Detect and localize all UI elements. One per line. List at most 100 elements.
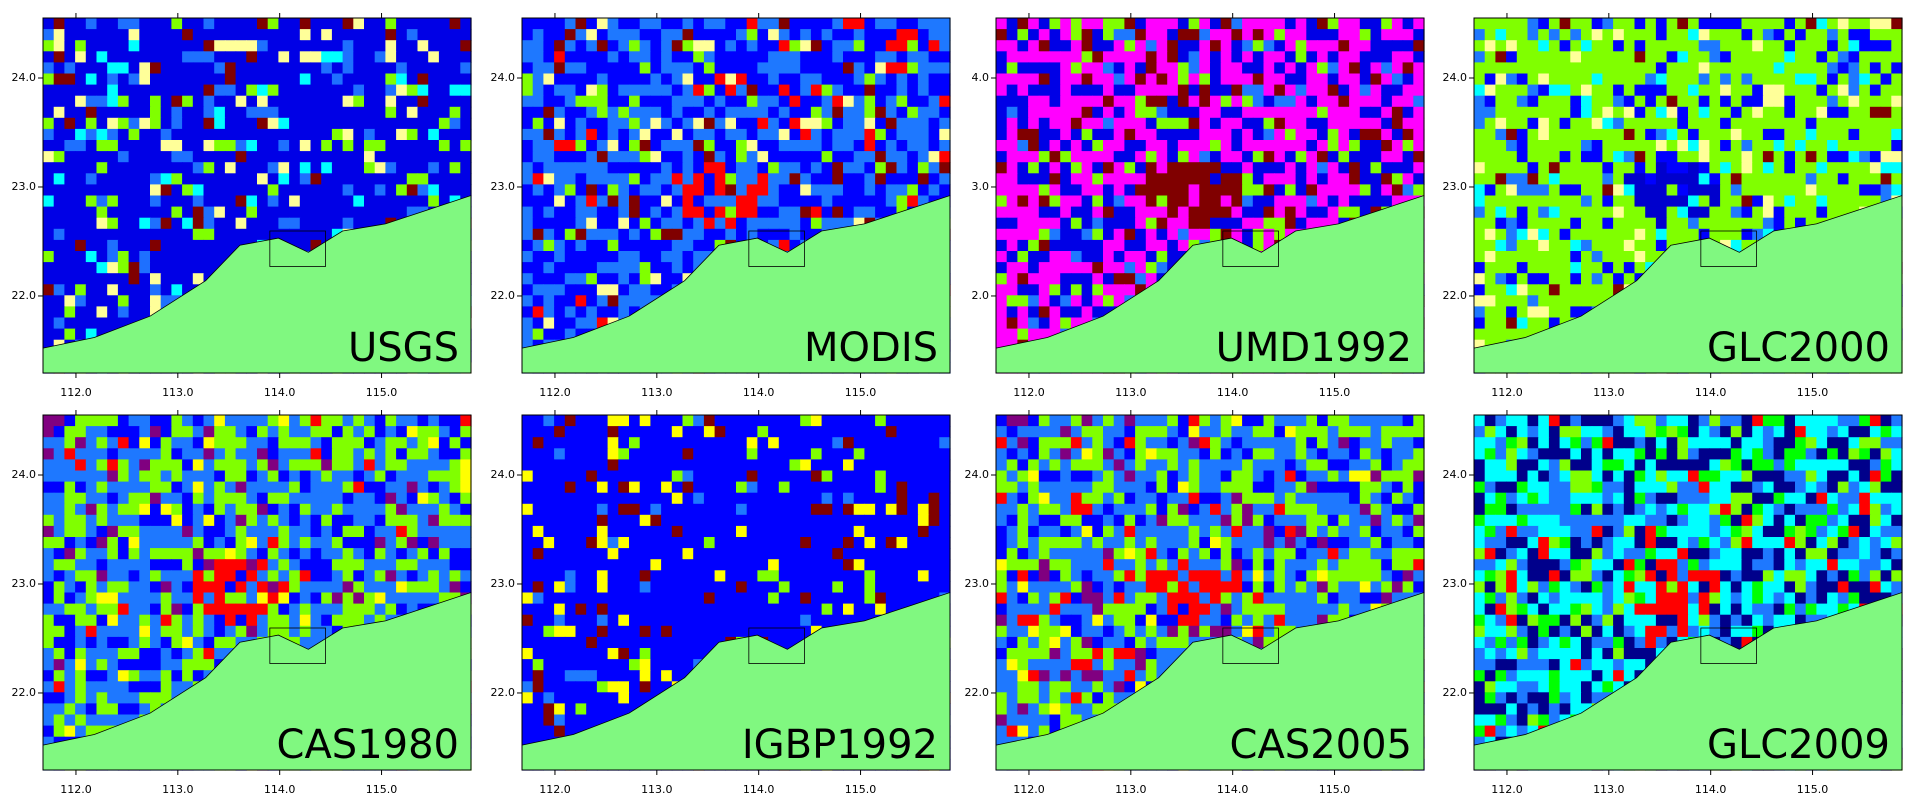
land-cell: [1667, 118, 1678, 130]
land-cell: [522, 329, 533, 341]
land-cell: [236, 196, 247, 208]
land-cell: [1017, 318, 1028, 330]
land-cell: [1189, 29, 1200, 41]
land-cell: [1039, 129, 1050, 141]
land-cell: [139, 273, 150, 285]
land-cell: [715, 196, 726, 208]
land-cell: [672, 85, 683, 97]
land-cell: [86, 318, 97, 330]
land-cell: [1795, 29, 1806, 41]
land-cell: [321, 196, 332, 208]
land-cell: [1092, 184, 1103, 196]
land-cell: [1635, 229, 1646, 241]
land-cell: [1264, 40, 1275, 52]
land-cell: [1349, 162, 1360, 174]
land-cell: [1338, 118, 1349, 130]
land-cell: [939, 151, 950, 163]
land-cell: [1774, 129, 1785, 141]
land-cell: [1349, 196, 1360, 208]
land-cell: [1167, 173, 1178, 185]
land-cell: [1849, 196, 1860, 208]
land-cell: [343, 29, 354, 41]
land-cell: [396, 151, 407, 163]
land-cell: [1253, 107, 1264, 119]
land-cell: [1264, 151, 1275, 163]
land-cell: [832, 62, 843, 74]
land-cell: [75, 251, 86, 263]
x-tick-label: 115.0: [1319, 386, 1351, 399]
land-cell: [1082, 74, 1093, 86]
land-cell: [1264, 162, 1275, 174]
land-cell: [1720, 96, 1731, 108]
land-cell: [1506, 173, 1517, 185]
land-cell: [897, 29, 908, 41]
land-cell: [1028, 85, 1039, 97]
land-cell: [64, 29, 75, 41]
land-cell: [811, 96, 822, 108]
land-cell: [1274, 107, 1285, 119]
land-cell: [864, 151, 875, 163]
land-cell: [1517, 273, 1528, 285]
land-cell: [661, 140, 672, 152]
land-cell: [193, 129, 204, 141]
land-cell: [704, 96, 715, 108]
land-cell: [311, 62, 322, 74]
land-cell: [1891, 51, 1902, 63]
land-cell: [618, 240, 629, 252]
land-cell: [1506, 62, 1517, 74]
land-cell: [522, 51, 533, 63]
land-cell: [1381, 29, 1392, 41]
land-cell: [1199, 173, 1210, 185]
land-cell: [1039, 118, 1050, 130]
land-cell: [1774, 96, 1785, 108]
land-cell: [64, 196, 75, 208]
land-cell: [1635, 40, 1646, 52]
land-cell: [1103, 151, 1114, 163]
land-cell: [1274, 118, 1285, 130]
land-cell: [918, 96, 929, 108]
land-cell: [1264, 218, 1275, 230]
land-cell: [214, 218, 225, 230]
land-cell: [1891, 18, 1902, 30]
land-cell: [1752, 129, 1763, 141]
land-cell: [1199, 229, 1210, 241]
land-cell: [1602, 184, 1613, 196]
land-cell: [193, 262, 204, 274]
land-cell: [1806, 62, 1817, 74]
land-cell: [1403, 85, 1414, 97]
land-cell: [1881, 140, 1892, 152]
land-cell: [150, 273, 161, 285]
land-cell: [1667, 29, 1678, 41]
land-cell: [875, 173, 886, 185]
land-cell: [236, 173, 247, 185]
land-cell: [1645, 151, 1656, 163]
land-cell: [1816, 207, 1827, 219]
land-cell: [1870, 173, 1881, 185]
land-cell: [1028, 162, 1039, 174]
land-cell: [1231, 85, 1242, 97]
land-cell: [332, 140, 343, 152]
land-cell: [300, 184, 311, 196]
land-cell: [343, 18, 354, 30]
land-cell: [1528, 262, 1539, 274]
land-cell: [439, 51, 450, 63]
land-cell: [97, 306, 108, 318]
land-cell: [843, 140, 854, 152]
land-cell: [1178, 151, 1189, 163]
land-cell: [1720, 118, 1731, 130]
land-cell: [864, 18, 875, 30]
land-cell: [672, 229, 683, 241]
land-cell: [1699, 85, 1710, 97]
land-cell: [1613, 184, 1624, 196]
land-cell: [1859, 140, 1870, 152]
land-cell: [1274, 207, 1285, 219]
land-cell: [1296, 151, 1307, 163]
land-cell: [1613, 62, 1624, 74]
land-cell: [1891, 184, 1902, 196]
land-cell: [289, 96, 300, 108]
land-cell: [1485, 218, 1496, 230]
land-cell: [428, 51, 439, 63]
land-cell: [214, 229, 225, 241]
land-cell: [1742, 40, 1753, 52]
y-tick-label: 22.0: [12, 289, 37, 302]
